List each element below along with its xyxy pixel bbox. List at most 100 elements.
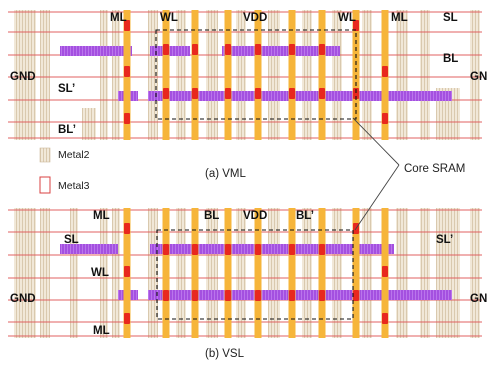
- label-a-vdd: VDD: [243, 12, 267, 24]
- contact: [163, 88, 169, 99]
- gate-line: [352, 208, 360, 338]
- gate-line: [191, 10, 199, 140]
- label-b-sl-left: SL: [64, 234, 79, 246]
- core-sram-box: [156, 229, 354, 320]
- label-a-gnd-right: GN: [470, 71, 487, 83]
- purple-bar: [60, 244, 118, 254]
- contact: [225, 244, 231, 255]
- contact: [163, 44, 169, 55]
- gate-line: [162, 10, 170, 140]
- contact: [382, 313, 388, 324]
- label-a-wl-right: WL: [338, 12, 356, 24]
- label-b-vdd: VDD: [243, 210, 267, 222]
- contact: [382, 266, 388, 277]
- contact: [382, 66, 388, 77]
- contact: [353, 20, 359, 31]
- metal2-strip: [206, 10, 218, 140]
- metal2-strip: [268, 10, 280, 140]
- label-a-wl-left: WL: [160, 12, 178, 24]
- metal2-strip: [236, 208, 246, 338]
- label-a-gnd-left: GND: [10, 71, 36, 83]
- contact: [255, 244, 261, 255]
- contact: [289, 88, 295, 99]
- contact: [124, 113, 130, 124]
- metal2-strip: [268, 208, 280, 338]
- metal2-strip: [396, 10, 408, 140]
- label-a-ml-right: ML: [391, 12, 408, 24]
- label-b-gnd-right: GN: [470, 293, 487, 305]
- contact: [192, 290, 198, 301]
- metal2-strip: [100, 10, 108, 140]
- purple-bar: [222, 46, 340, 56]
- contact: [289, 290, 295, 301]
- contact: [353, 88, 359, 99]
- core-sram-pointer-bottom: [354, 164, 400, 231]
- metal2-strip: [176, 10, 186, 140]
- core-sram-callout: Core SRAM: [352, 117, 465, 231]
- metal2-strip: [470, 208, 480, 338]
- contact: [225, 88, 231, 99]
- contact: [319, 88, 325, 99]
- legend-metal2-label: Metal2: [58, 149, 90, 161]
- contact: [319, 244, 325, 255]
- contact: [124, 266, 130, 277]
- gate-line: [224, 208, 232, 338]
- metal2-strip: [70, 208, 78, 338]
- metal2-strip: [470, 10, 480, 140]
- purple-bar: [150, 244, 394, 254]
- metal2-strip: [420, 10, 430, 140]
- gate-line: [254, 10, 262, 140]
- label-b-ml-top: ML: [93, 210, 110, 222]
- label-b-bl: BL: [204, 210, 219, 222]
- gate-line: [288, 208, 296, 338]
- label-b-bl-prime: BL’: [296, 210, 314, 222]
- legend: Metal2 Metal3: [39, 147, 90, 194]
- label-a-bl-right: BL: [443, 53, 458, 65]
- metal2-strip: [14, 208, 36, 338]
- contact: [124, 223, 130, 234]
- contact: [289, 244, 295, 255]
- metal2-strip: [420, 208, 430, 338]
- purple-bar: [148, 91, 452, 101]
- metal2-strip: [302, 208, 312, 338]
- contact: [353, 290, 359, 301]
- caption-b: (b) VSL: [205, 348, 245, 360]
- metal2-strip: [112, 10, 120, 140]
- core-sram-label: Core SRAM: [404, 163, 465, 175]
- label-a-ml-left: ML: [110, 12, 127, 24]
- metal2-strip: [40, 208, 50, 338]
- gate-line: [318, 208, 326, 338]
- contact: [255, 44, 261, 55]
- metal2-strip: [362, 208, 372, 338]
- metal2-strip: [206, 208, 218, 338]
- metal2-strip: [176, 208, 186, 338]
- contact: [225, 290, 231, 301]
- contact: [124, 66, 130, 77]
- contact: [319, 290, 325, 301]
- contact: [163, 290, 169, 301]
- purple-bar: [148, 290, 452, 300]
- contact: [124, 313, 130, 324]
- contact: [192, 44, 198, 55]
- metal2-strip: [396, 208, 408, 338]
- metal2-strip: [82, 108, 96, 140]
- metal2-strip: [332, 10, 342, 140]
- metal2-strip: [436, 208, 460, 338]
- contact: [382, 113, 388, 124]
- contact: [255, 290, 261, 301]
- legend-metal3-label: Metal3: [58, 180, 90, 192]
- label-a-sl-prime: SL’: [58, 83, 75, 95]
- caption-a: (a) VML: [205, 168, 247, 180]
- contact: [225, 44, 231, 55]
- contact: [124, 20, 130, 31]
- contact: [289, 44, 295, 55]
- contact: [192, 88, 198, 99]
- contact: [319, 44, 325, 55]
- legend-metal3-swatch: [39, 176, 51, 194]
- core-sram-box: [155, 29, 357, 120]
- purple-bar: [60, 46, 132, 56]
- gate-line: [191, 208, 199, 338]
- label-b-wl: WL: [91, 267, 109, 279]
- metal2-strip: [40, 10, 50, 140]
